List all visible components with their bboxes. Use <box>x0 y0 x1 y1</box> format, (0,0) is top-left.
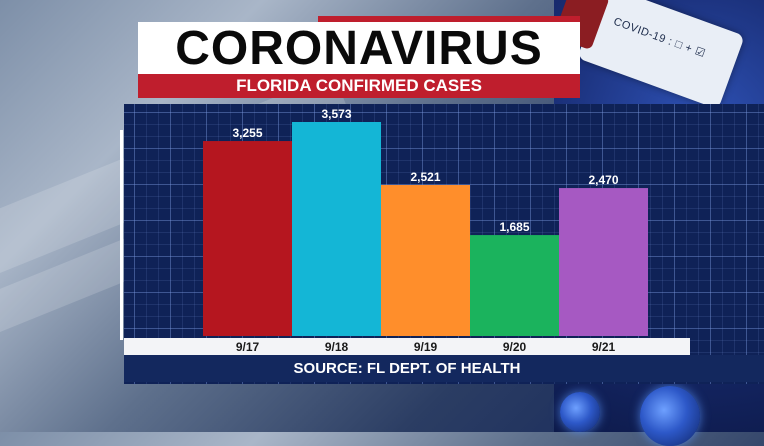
virus-particle-icon <box>560 392 600 432</box>
value-label: 2,521 <box>410 170 440 184</box>
title-banner: CORONAVIRUS <box>138 22 580 75</box>
subtitle-banner: FLORIDA CONFIRMED CASES <box>138 74 580 98</box>
value-label: 2,470 <box>588 173 618 187</box>
x-tick-label: 9/19 <box>414 340 438 354</box>
x-axis-band <box>124 338 690 355</box>
bar-9-21 <box>559 188 648 336</box>
value-label: 3,573 <box>321 107 351 121</box>
bar-9-18 <box>292 122 381 336</box>
bar-9-19 <box>381 185 470 336</box>
panel-edge-line <box>120 130 123 340</box>
bar-9-20 <box>470 235 559 336</box>
x-tick-label: 9/20 <box>503 340 527 354</box>
value-label: 1,685 <box>499 220 529 234</box>
title-accent-bar <box>318 16 580 22</box>
source-label: SOURCE: FL DEPT. OF HEALTH <box>293 360 521 377</box>
chart-subtitle: FLORIDA CONFIRMED CASES <box>236 76 482 95</box>
x-tick-label: 9/21 <box>592 340 616 354</box>
source-band <box>124 355 764 382</box>
x-tick-label: 9/18 <box>325 340 349 354</box>
chart-title: CORONAVIRUS <box>175 22 543 75</box>
x-tick-label: 9/17 <box>236 340 260 354</box>
bar-chart: 3,255 9/17 3,573 9/18 2,521 9/19 1,685 9/20 2,47… <box>203 107 648 354</box>
bar-9-17 <box>203 141 292 336</box>
value-label: 3,255 <box>232 126 262 140</box>
